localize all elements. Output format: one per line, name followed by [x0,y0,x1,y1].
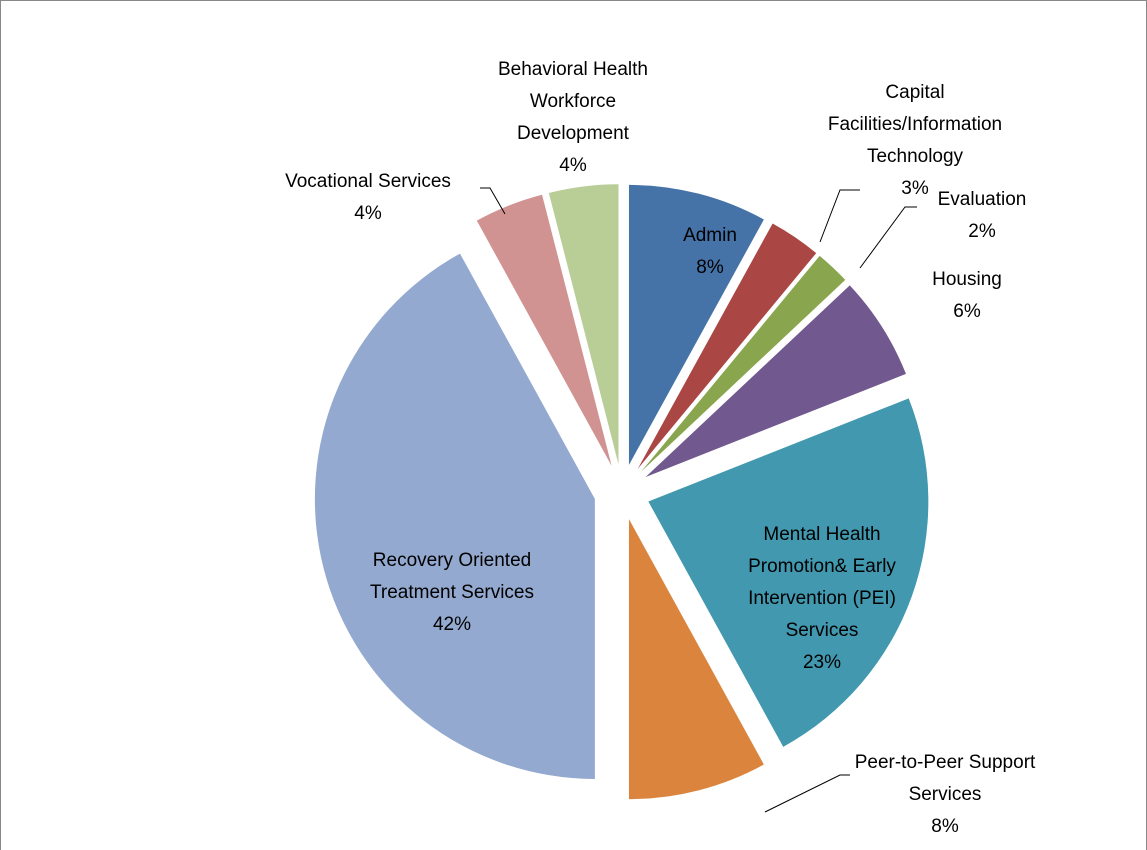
pie-slice [476,194,612,466]
label-line: Promotion& Early [748,556,896,577]
label-line: Peer-to-Peer Support [855,752,1036,773]
label-line: Admin [683,225,737,246]
pie-slice [637,223,817,469]
category-label: Peer-to-Peer Support Services [855,752,1036,805]
category-label: Behavioral Health Workforce Development [498,59,648,144]
label-line: Housing [932,269,1002,290]
label-line: Workforce [530,91,616,112]
value-label: 23% [803,652,841,673]
value-label: 4% [559,155,587,176]
label-line: Evaluation [938,189,1027,210]
category-label: Mental Health Promotion& Early Interventio… [748,524,896,641]
label-line: Behavioral Health [498,59,648,80]
value-label: 3% [901,178,929,199]
pie-slice [645,285,906,477]
label-line: Services [909,784,982,805]
label-line: Facilities/Information [828,114,1002,135]
value-label: 8% [931,816,959,837]
leader-line [819,189,860,243]
label-line: Mental Health [763,524,880,545]
category-label: Housing [932,269,1002,290]
label-line: Vocational Services [285,171,451,192]
category-label: Admin [683,225,737,246]
category-label: Recovery Oriented Treatment Services [370,550,534,603]
pie-slice [314,253,595,779]
label-line: Development [517,123,630,144]
value-label: 4% [354,203,382,224]
category-label: Vocational Services [285,171,451,192]
category-label: Capital Facilities/Information Technology [828,82,1002,167]
value-label: 8% [696,257,724,278]
pie-slice [548,184,619,465]
leader-line [764,774,850,813]
pie-slice [641,255,846,472]
pie-slice [628,184,764,465]
value-label: 2% [968,221,996,242]
leader-line [480,187,506,215]
label-line: Services [786,620,859,641]
leader-line [859,206,917,269]
pie-slice [628,519,764,800]
category-label: Evaluation [938,189,1027,210]
label-line: Technology [867,146,964,167]
value-label: 42% [433,614,471,635]
value-label: 6% [953,301,981,322]
label-line: Capital [885,82,944,103]
label-line: Intervention (PEI) [748,588,896,609]
pie-slice [648,398,929,747]
label-line: Recovery Oriented [373,550,531,571]
label-line: Treatment Services [370,582,534,603]
